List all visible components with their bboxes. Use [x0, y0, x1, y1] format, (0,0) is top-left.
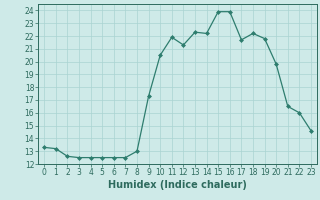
X-axis label: Humidex (Indice chaleur): Humidex (Indice chaleur) [108, 180, 247, 190]
